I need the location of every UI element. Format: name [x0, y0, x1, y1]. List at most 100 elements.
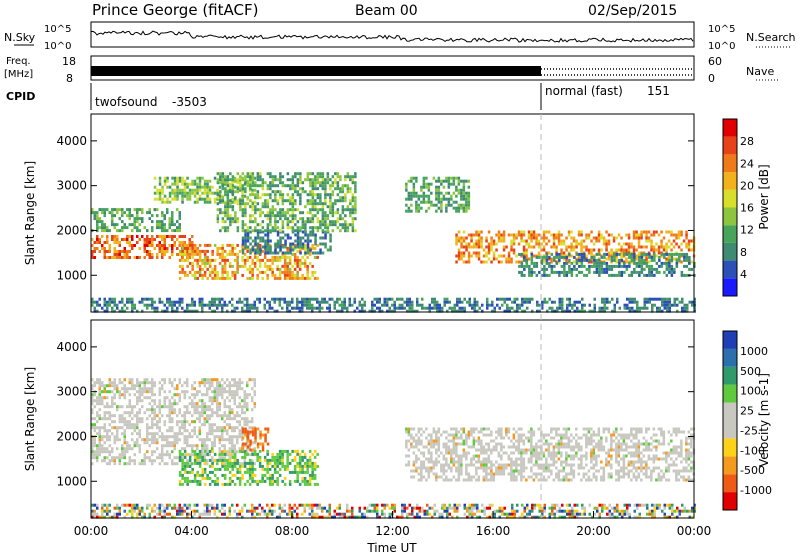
heatmap-cell [683, 252, 686, 256]
heatmap-cell [457, 176, 461, 180]
heatmap-cell [306, 236, 310, 240]
heatmap-cell [198, 258, 202, 262]
heatmap-cell [191, 249, 194, 253]
heatmap-cell [301, 273, 304, 277]
heatmap-cell [116, 256, 119, 259]
heatmap-cell [303, 264, 307, 268]
heatmap-cell [420, 185, 423, 189]
heatmap-cell [201, 447, 204, 451]
heatmap-cell [118, 390, 121, 394]
heatmap-cell [475, 233, 478, 237]
heatmap-cell [331, 223, 335, 227]
heatmap-cell [440, 200, 443, 204]
heatmap-cell [123, 378, 126, 382]
heatmap-cell [339, 199, 342, 203]
heatmap-cell [218, 456, 221, 460]
heatmap-cell [571, 303, 574, 307]
heatmap-cell [206, 387, 209, 391]
heatmap-cell [193, 270, 197, 274]
heatmap-cell [206, 452, 209, 456]
heatmap-cell [156, 438, 159, 442]
heatmap-cell [520, 252, 524, 256]
heatmap-cell [665, 245, 668, 249]
heatmap-cell [420, 466, 423, 470]
heatmap-cell [208, 470, 212, 474]
heatmap-cell [241, 448, 245, 452]
heatmap-cell [243, 402, 246, 406]
heatmap-cell [121, 238, 124, 241]
heatmap-cell [336, 184, 340, 188]
heatmap-cell [193, 194, 197, 198]
heatmap-cell [658, 309, 661, 313]
heatmap-cell [91, 426, 94, 430]
heatmap-cell [568, 303, 571, 307]
heatmap-cell [306, 276, 309, 280]
heatmap-cell [238, 396, 241, 400]
heatmap-cell [243, 390, 246, 394]
heatmap-cell [166, 250, 169, 253]
heatmap-cell [123, 256, 126, 259]
heatmap-cell [153, 441, 156, 445]
heatmap-cell [246, 439, 250, 443]
heatmap-cell [186, 444, 189, 448]
heatmap-cell [615, 257, 618, 261]
heatmap-cell [271, 178, 275, 182]
heatmap-cell [668, 270, 671, 274]
heatmap-cell [271, 199, 275, 203]
heatmap-cell [580, 233, 583, 237]
heatmap-cell [198, 432, 201, 436]
heatmap-cell [188, 238, 191, 241]
heatmap-cell [196, 270, 199, 274]
heatmap-cell [525, 258, 529, 262]
heatmap-cell [193, 432, 196, 436]
heatmap-cell [196, 447, 199, 451]
heatmap-cell [278, 267, 282, 271]
heatmap-cell [158, 220, 161, 224]
heatmap-cell [126, 411, 129, 415]
heatmap-cell [96, 411, 99, 415]
heatmap-cell [590, 248, 593, 252]
heatmap-cell [91, 441, 94, 445]
heatmap-cell [241, 239, 245, 243]
heatmap-cell [666, 297, 669, 301]
heatmap-cell [158, 223, 161, 227]
heatmap-cell [670, 264, 674, 268]
heatmap-cell [291, 178, 295, 182]
heatmap-cell [405, 182, 408, 186]
heatmap-cell [234, 211, 237, 215]
heatmap-cell [158, 393, 161, 397]
heatmap-cell [313, 306, 316, 310]
heatmap-cell [588, 270, 591, 274]
heatmap-cell [567, 233, 571, 237]
heatmap-cell [133, 429, 136, 433]
heatmap-cell [198, 411, 201, 415]
heatmap-cell [236, 300, 239, 304]
heatmap-cell [96, 300, 99, 304]
heatmap-cell [116, 435, 119, 439]
heatmap-cell [458, 306, 461, 310]
heatmap-cell [158, 387, 161, 391]
heatmap-cell [158, 250, 161, 253]
heatmap-cell [148, 402, 151, 406]
heatmap-cell [281, 226, 285, 230]
heatmap-cell [527, 242, 531, 246]
heatmap-cell [236, 390, 239, 394]
heatmap-cell [258, 449, 262, 453]
heatmap-cell [231, 426, 234, 430]
heatmap-cell [218, 405, 221, 409]
heatmap-cell [281, 211, 285, 215]
heatmap-cell [336, 208, 340, 212]
heatmap-cell [291, 211, 295, 215]
heatmap-cell [349, 211, 352, 215]
heatmap-cell [266, 236, 270, 240]
heatmap-cell [121, 256, 124, 259]
heatmap-cell [294, 184, 297, 188]
heatmap-cell [344, 220, 347, 224]
heatmap-cell [213, 458, 217, 462]
heatmap-cell [221, 246, 224, 250]
heatmap-cell [278, 449, 282, 453]
heatmap-cell [558, 252, 561, 256]
heatmap-cell [266, 258, 269, 262]
heatmap-cell [211, 444, 214, 448]
heatmap-cell [638, 258, 641, 262]
